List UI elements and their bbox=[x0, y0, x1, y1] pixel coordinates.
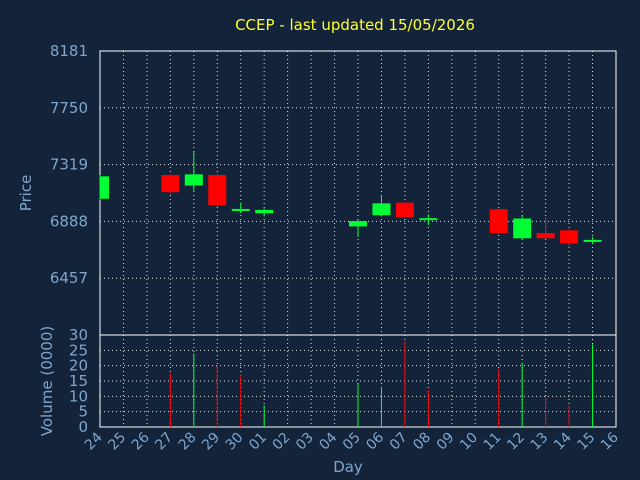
candle-body bbox=[560, 230, 579, 244]
x-tick-label: 10 bbox=[457, 430, 481, 454]
x-tick-label: 14 bbox=[551, 429, 575, 453]
candle-body bbox=[395, 202, 414, 218]
candle-body bbox=[372, 203, 391, 216]
x-tick-label: 26 bbox=[129, 429, 153, 453]
x-tick-label: 13 bbox=[528, 430, 552, 454]
price-tick-label: 6457 bbox=[50, 269, 88, 287]
x-tick-label: 25 bbox=[105, 430, 129, 454]
volume-tick-label: 10 bbox=[69, 387, 88, 405]
candle-body bbox=[208, 175, 227, 206]
volume-tick-label: 20 bbox=[69, 357, 88, 375]
x-tick-label: 15 bbox=[574, 430, 598, 454]
candle-body bbox=[161, 175, 180, 193]
candle-body bbox=[184, 174, 203, 186]
price-frame bbox=[99, 50, 617, 336]
candle-body bbox=[513, 218, 532, 239]
x-tick-label: 01 bbox=[246, 430, 270, 454]
x-tick-label: 05 bbox=[340, 430, 364, 454]
x-axis-label: Day bbox=[333, 458, 363, 476]
x-tick-label: 16 bbox=[598, 429, 622, 453]
volume-axis-label: Volume (0000) bbox=[38, 326, 56, 436]
volume-tick-label: 5 bbox=[78, 403, 88, 421]
x-tick-label: 04 bbox=[316, 429, 340, 453]
candle-body bbox=[536, 232, 555, 239]
volume-tick-label: 0 bbox=[78, 418, 88, 436]
volume-tick-label: 25 bbox=[69, 341, 88, 359]
candle-body bbox=[489, 209, 508, 233]
x-tick-label: 11 bbox=[481, 430, 505, 454]
price-panel: 8181 7750 7319 6888 6457 bbox=[50, 42, 617, 336]
candle-body bbox=[419, 218, 438, 221]
volume-tick-label: 15 bbox=[69, 372, 88, 390]
price-tick-label: 8181 bbox=[50, 42, 88, 60]
chart-title: CCEP - last updated 15/05/2026 bbox=[235, 16, 475, 34]
price-tick-label: 7750 bbox=[50, 99, 88, 117]
candle-body bbox=[100, 176, 109, 199]
x-axis: 24 25 26 27 28 29 30 01 02 03 04 05 06 07 08 09 10 11 12 13… bbox=[82, 429, 622, 453]
x-tick-label: 09 bbox=[434, 430, 458, 454]
x-tick-label: 30 bbox=[223, 430, 247, 454]
price-axis-label: Price bbox=[17, 175, 35, 212]
x-tick-label: 12 bbox=[504, 430, 528, 454]
x-tick-label: 29 bbox=[199, 430, 223, 454]
price-tick-label: 6888 bbox=[50, 212, 88, 230]
x-tick-label: 06 bbox=[363, 429, 387, 453]
candle-body bbox=[231, 208, 250, 211]
candle-body bbox=[583, 239, 602, 242]
x-tick-label: 28 bbox=[176, 430, 200, 454]
volume-tick-label: 30 bbox=[69, 326, 88, 344]
candle-body bbox=[255, 209, 274, 214]
x-tick-label: 03 bbox=[293, 430, 317, 454]
x-tick-label: 27 bbox=[152, 430, 176, 454]
x-tick-label: 07 bbox=[387, 430, 411, 454]
x-tick-label: 02 bbox=[270, 430, 294, 454]
candle-body bbox=[349, 221, 367, 227]
x-tick-label: 08 bbox=[410, 430, 434, 454]
price-tick-label: 7319 bbox=[50, 156, 88, 174]
